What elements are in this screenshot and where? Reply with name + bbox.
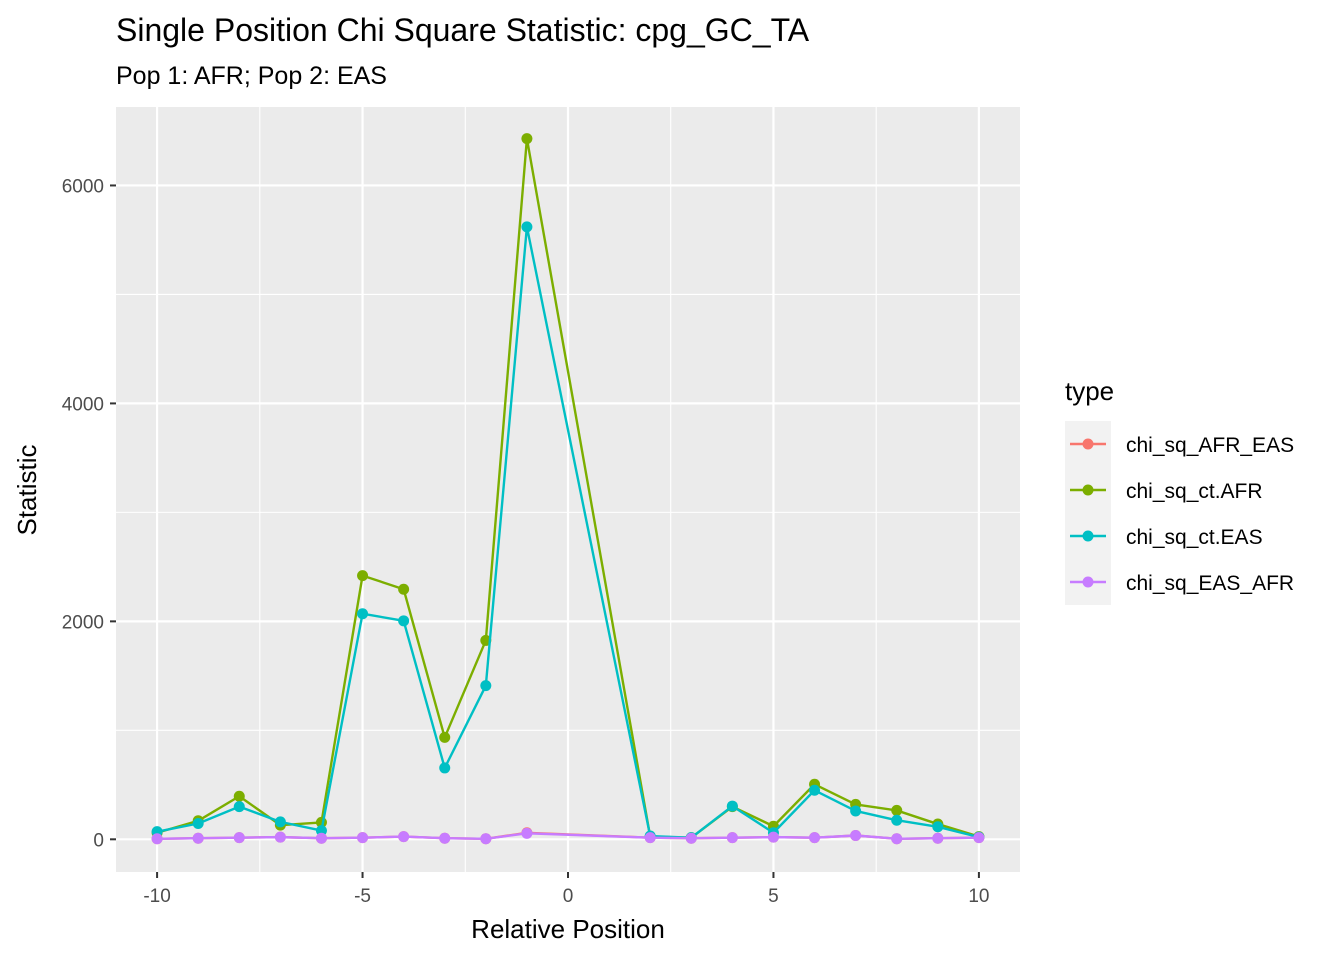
data-point-chi-sq-eas-afr	[233, 832, 245, 844]
y-axis: 0 2000 4000 6000	[62, 176, 116, 851]
x-tick-label: -10	[143, 886, 170, 907]
legend-label: chi_sq_ct.AFR	[1126, 480, 1263, 503]
data-point-chi-sq-ct-eas	[274, 816, 286, 828]
data-point-chi-sq-ct-eas	[398, 615, 410, 627]
data-point-chi-sq-ct-afr	[439, 731, 451, 743]
data-point-chi-sq-ct-afr	[233, 790, 245, 802]
y-axis-title: Statistic	[12, 444, 42, 535]
data-point-chi-sq-ct-eas	[192, 818, 204, 830]
data-point-chi-sq-eas-afr	[357, 832, 369, 844]
data-point-chi-sq-ct-eas	[850, 805, 862, 817]
x-tick-label: 0	[563, 886, 574, 907]
data-point-chi-sq-ct-afr	[357, 570, 369, 582]
y-tick-label: 0	[93, 830, 104, 851]
data-point-chi-sq-ct-eas	[439, 762, 451, 774]
data-point-chi-sq-eas-afr	[809, 832, 821, 844]
x-tick-label: 5	[768, 886, 779, 907]
data-point-chi-sq-eas-afr	[685, 832, 697, 844]
data-point-chi-sq-ct-eas	[357, 608, 369, 620]
major-gridlines	[116, 107, 1020, 872]
legend-item-chi-sq-ct-afr: chi_sq_ct.AFR	[1065, 467, 1263, 513]
legend-label: chi_sq_AFR_EAS	[1126, 434, 1294, 457]
data-point-chi-sq-ct-eas	[809, 784, 821, 796]
data-point-chi-sq-eas-afr	[644, 832, 656, 844]
data-point-chi-sq-eas-afr	[521, 827, 533, 839]
chart-subtitle: Pop 1: AFR; Pop 2: EAS	[116, 62, 387, 90]
x-axis: -10 -5 0 5 10	[143, 872, 989, 907]
legend-label: chi_sq_ct.EAS	[1126, 526, 1263, 549]
data-point-chi-sq-ct-eas	[521, 221, 533, 233]
series-chi-sq-eas-afr	[151, 827, 985, 845]
data-point-chi-sq-eas-afr	[151, 833, 163, 845]
data-point-chi-sq-ct-eas	[726, 800, 738, 812]
data-point-chi-sq-ct-afr	[891, 804, 903, 816]
legend-key-point	[1082, 438, 1094, 450]
legend-item-chi-sq-eas-afr: chi_sq_EAS_AFR	[1065, 559, 1294, 605]
legend-key-point	[1082, 576, 1094, 588]
data-point-chi-sq-eas-afr	[850, 829, 862, 841]
data-point-chi-sq-eas-afr	[480, 833, 492, 845]
data-point-chi-sq-ct-eas	[891, 814, 903, 826]
legend-title: type	[1065, 376, 1114, 406]
data-point-chi-sq-ct-eas	[480, 680, 492, 692]
y-tick-label: 4000	[62, 394, 104, 415]
legend-item-chi-sq-afr-eas: chi_sq_AFR_EAS	[1065, 421, 1294, 467]
data-point-chi-sq-eas-afr	[932, 832, 944, 844]
data-point-chi-sq-ct-afr	[398, 583, 410, 595]
data-point-chi-sq-eas-afr	[973, 832, 985, 844]
data-point-chi-sq-eas-afr	[192, 832, 204, 844]
y-tick-label: 6000	[62, 176, 104, 197]
data-point-chi-sq-eas-afr	[439, 832, 451, 844]
legend-label: chi_sq_EAS_AFR	[1126, 572, 1294, 595]
x-axis-title: Relative Position	[471, 914, 665, 944]
x-tick-label: 10	[968, 886, 989, 907]
legend-key-point	[1082, 530, 1094, 542]
legend-item-chi-sq-ct-eas: chi_sq_ct.EAS	[1065, 513, 1263, 559]
y-tick-label: 2000	[62, 612, 104, 633]
series-layer	[151, 133, 985, 845]
data-point-chi-sq-ct-eas	[932, 821, 944, 833]
x-tick-label: -5	[354, 886, 371, 907]
legend-items: chi_sq_AFR_EAS chi_sq_ct.AFR chi_sq_ct.EAS…	[1065, 421, 1294, 605]
data-point-chi-sq-eas-afr	[726, 832, 738, 844]
data-point-chi-sq-ct-eas	[315, 825, 327, 837]
chart-title: Single Position Chi Square Statistic: cp…	[116, 12, 810, 48]
data-point-chi-sq-ct-eas	[233, 801, 245, 813]
data-point-chi-sq-eas-afr	[767, 831, 779, 843]
legend-key-point	[1082, 484, 1094, 496]
data-point-chi-sq-ct-afr	[521, 133, 533, 145]
data-point-chi-sq-eas-afr	[398, 831, 410, 843]
data-point-chi-sq-eas-afr	[274, 831, 286, 843]
data-point-chi-sq-eas-afr	[315, 832, 327, 844]
data-point-chi-sq-eas-afr	[891, 833, 903, 845]
legend: type chi_sq_AFR_EAS chi_sq_ct.AFR chi_sq_c…	[1065, 376, 1294, 605]
